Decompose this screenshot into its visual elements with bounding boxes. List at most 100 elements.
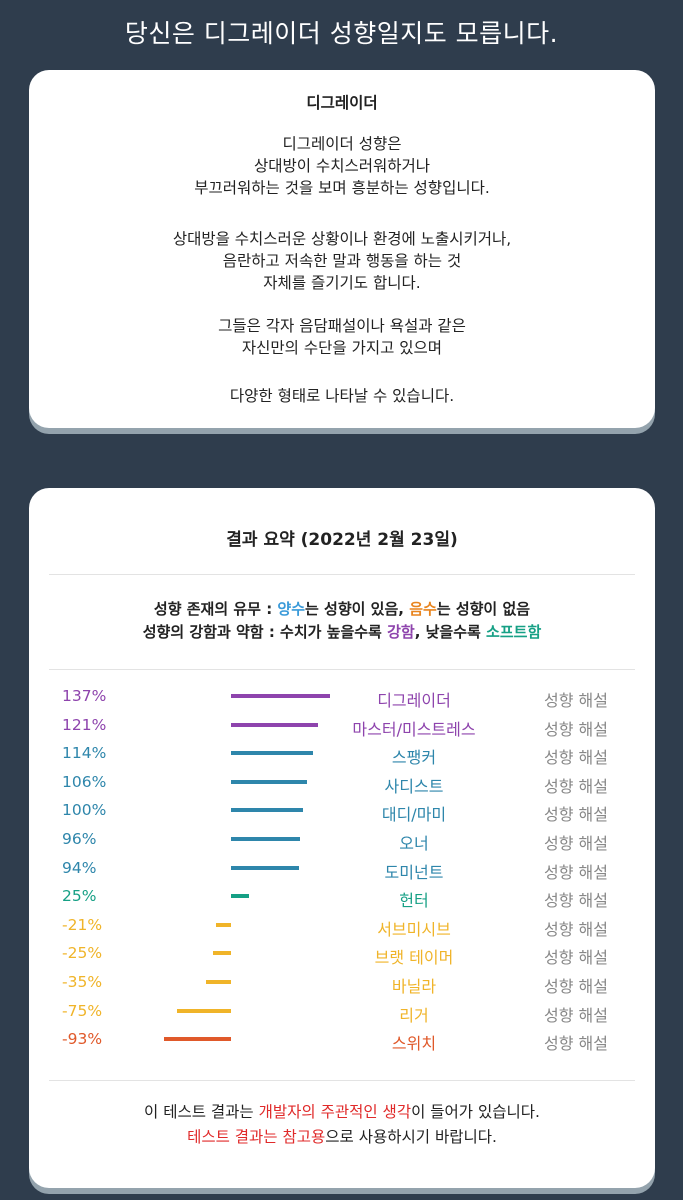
trait-explanation-link[interactable]: 성향 해설 bbox=[544, 691, 608, 710]
result-name: 대디/마미 bbox=[381, 805, 447, 825]
result-name: 브랫 테이머 bbox=[374, 948, 454, 968]
trait-explanation-link[interactable]: 성향 해설 bbox=[544, 948, 608, 968]
page-title: 당신은 디그레이더 성향일지도 모릅니다. bbox=[124, 19, 559, 48]
result-percent: -21% bbox=[62, 915, 103, 934]
result-name: 스위치 bbox=[391, 1034, 437, 1054]
result-bar bbox=[231, 694, 330, 698]
disclaimer: 이 테스트 결과는 개발자의 주관적인 생각이 들어가 있습니다. 테스트 결과… bbox=[29, 1100, 655, 1150]
result-name: 도미넌트 bbox=[384, 862, 444, 882]
description-paragraph: 상대방을 수치스러운 상황이나 환경에 노출시키거나, 음란하고 저속한 말과 … bbox=[29, 228, 655, 294]
divider bbox=[49, 669, 635, 670]
result-row: 94% 도미넌트 성향 해설 bbox=[29, 855, 655, 883]
result-row: 114% 스팽커 성향 해설 bbox=[29, 740, 655, 768]
description-title: 디그레이더 bbox=[306, 94, 378, 112]
legend-strong-word: 강함 bbox=[387, 623, 415, 641]
trait-explanation-link[interactable]: 성향 해설 bbox=[544, 1034, 608, 1054]
result-percent: 100% bbox=[62, 801, 107, 820]
result-bar bbox=[231, 779, 308, 784]
legend-strength-label: 성향의 강함과 약함 : 수치가 높을수록 bbox=[142, 623, 388, 641]
disclaimer-highlight: 테스트 결과는 참고용 bbox=[187, 1128, 326, 1146]
result-bar bbox=[231, 894, 249, 899]
result-row: -75% 리거 성향 해설 bbox=[29, 998, 655, 1026]
disclaimer-highlight: 개발자의 주관적인 생각 bbox=[258, 1103, 412, 1121]
legend-text: 는 성향이 있음, bbox=[305, 600, 410, 618]
legend-positive-word: 양수 bbox=[277, 600, 306, 618]
result-row: -21% 서브미시브 성향 해설 bbox=[29, 912, 655, 940]
result-name: 마스터/미스트레스 bbox=[352, 719, 476, 739]
description-line: 그들은 각자 음담패설이나 욕설과 같은 bbox=[218, 317, 466, 335]
result-bar bbox=[215, 922, 231, 927]
result-row: 25% 헌터 성향 해설 bbox=[29, 883, 655, 911]
result-name: 서브미시브 bbox=[377, 919, 451, 939]
result-bar bbox=[213, 951, 231, 956]
result-percent: -75% bbox=[62, 1001, 103, 1020]
trait-explanation-link[interactable]: 성향 해설 bbox=[544, 977, 608, 996]
result-percent: -93% bbox=[62, 1030, 103, 1049]
legend-soft-word: 소프트함 bbox=[486, 623, 542, 641]
trait-explanation-link[interactable]: 성향 해설 bbox=[544, 891, 608, 911]
disclaimer-text: 으로 사용하시기 바랍니다. bbox=[325, 1128, 497, 1146]
legend-presence-label: 성향 존재의 유무 : bbox=[153, 600, 278, 618]
result-percent: -35% bbox=[62, 973, 103, 991]
description-line: 디그레이더 성향은 bbox=[282, 135, 402, 153]
description-paragraph: 다양한 형태로 나타날 수 있습니다. bbox=[29, 385, 655, 407]
result-percent: 137% bbox=[62, 687, 107, 705]
result-name: 스팽커 bbox=[391, 748, 437, 768]
result-name: 오너 bbox=[399, 834, 429, 853]
description-line: 다양한 형태로 나타날 수 있습니다. bbox=[229, 387, 455, 405]
result-bar bbox=[231, 837, 301, 841]
legend-presence: 성향 존재의 유무 : 양수는 성향이 있음, 음수는 성향이 없음 bbox=[29, 598, 655, 619]
description-line: 음란하고 저속한 말과 행동을 하는 것 bbox=[222, 252, 462, 270]
trait-explanation-link[interactable]: 성향 해설 bbox=[544, 719, 608, 739]
trait-explanation-link[interactable]: 성향 해설 bbox=[544, 776, 608, 796]
trait-explanation-link[interactable]: 성향 해설 bbox=[544, 862, 608, 882]
trait-explanation-link[interactable]: 성향 해설 bbox=[544, 748, 608, 768]
result-row: -25% 브랫 테이머 성향 해설 bbox=[29, 940, 655, 968]
summary-card: 결과 요약 (2022년 2월 23일) 성향 존재의 유무 : 양수는 성향이… bbox=[29, 488, 655, 1188]
legend-negative-word: 음수 bbox=[409, 600, 437, 618]
result-name: 리거 bbox=[399, 1005, 429, 1025]
description-card: 디그레이더 디그레이더 성향은 상대방이 수치스러워하거나 부끄러워하는 것을 … bbox=[29, 70, 655, 428]
legend-text: 는 성향이 없음 bbox=[436, 600, 531, 618]
result-row: 137% 디그레이더 성향 해설 bbox=[29, 683, 655, 711]
result-row: 121% 마스터/미스트레스 성향 해설 bbox=[29, 712, 655, 740]
result-name: 헌터 bbox=[399, 891, 429, 911]
trait-explanation-link[interactable]: 성향 해설 bbox=[544, 805, 608, 825]
description-line: 상대방을 수치스러운 상황이나 환경에 노출시키거나, bbox=[172, 230, 512, 248]
disclaimer-line: 이 테스트 결과는 개발자의 주관적인 생각이 들어가 있습니다. bbox=[29, 1100, 655, 1125]
result-row: -93% 스위치 성향 해설 bbox=[29, 1026, 655, 1054]
result-bar bbox=[231, 808, 303, 813]
result-percent: 96% bbox=[62, 830, 97, 848]
legend-strength: 성향의 강함과 약함 : 수치가 높을수록 강함, 낮을수록 소프트함 bbox=[29, 621, 655, 642]
divider bbox=[49, 1080, 635, 1081]
result-bar bbox=[231, 751, 314, 756]
summary-title: 결과 요약 (2022년 2월 23일) bbox=[226, 530, 458, 550]
result-bar bbox=[164, 1037, 231, 1042]
result-name: 바닐라 bbox=[391, 977, 437, 996]
disclaimer-text: 이 들어가 있습니다. bbox=[411, 1103, 540, 1121]
legend-text: , 낮을수록 bbox=[414, 623, 487, 641]
result-percent: -25% bbox=[62, 944, 103, 963]
result-percent: 25% bbox=[62, 887, 97, 906]
result-row: 96% 오너 성향 해설 bbox=[29, 826, 655, 854]
result-percent: 94% bbox=[62, 858, 97, 877]
result-bar bbox=[205, 980, 231, 984]
description-paragraph: 디그레이더 성향은 상대방이 수치스러워하거나 부끄러워하는 것을 보며 흥분하… bbox=[29, 133, 655, 199]
result-percent: 121% bbox=[62, 715, 107, 734]
result-row: -35% 바닐라 성향 해설 bbox=[29, 969, 655, 997]
trait-explanation-link[interactable]: 성향 해설 bbox=[544, 1005, 608, 1025]
result-row: 106% 사디스트 성향 해설 bbox=[29, 769, 655, 797]
trait-explanation-link[interactable]: 성향 해설 bbox=[544, 919, 608, 939]
disclaimer-line: 테스트 결과는 참고용으로 사용하시기 바랍니다. bbox=[29, 1125, 655, 1150]
description-line: 자신만의 수단을 가지고 있으며 bbox=[241, 339, 443, 357]
result-bar bbox=[231, 722, 319, 727]
description-line: 상대방이 수치스러워하거나 bbox=[253, 157, 431, 175]
trait-explanation-link[interactable]: 성향 해설 bbox=[544, 834, 608, 853]
result-bar bbox=[177, 1008, 231, 1013]
result-bar bbox=[231, 865, 299, 870]
description-line: 자체를 즐기기도 합니다. bbox=[263, 274, 421, 292]
result-name: 사디스트 bbox=[384, 776, 444, 796]
result-percent: 106% bbox=[62, 772, 107, 791]
result-name: 디그레이더 bbox=[377, 691, 451, 710]
result-percent: 114% bbox=[62, 744, 107, 763]
